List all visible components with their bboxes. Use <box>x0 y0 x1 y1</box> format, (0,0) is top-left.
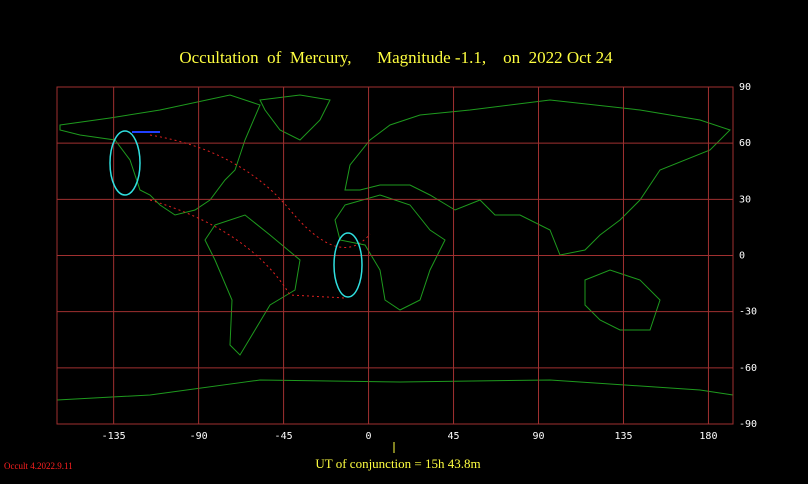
visibility-ellipse <box>333 232 363 298</box>
africa <box>334 194 446 311</box>
y-tick-label: 0 <box>739 251 745 262</box>
occultation-limit <box>149 199 346 299</box>
antarctica <box>56 379 734 401</box>
south-america <box>204 214 301 356</box>
x-tick-label: -90 <box>190 431 208 442</box>
x-tick-label: 135 <box>614 431 632 442</box>
greenland <box>259 94 331 141</box>
eurasia <box>344 99 731 256</box>
y-tick-label: -60 <box>739 363 757 374</box>
x-tick-label: 45 <box>448 431 460 442</box>
grid <box>56 86 734 425</box>
x-tick-label: 180 <box>699 431 717 442</box>
y-tick-label: 90 <box>739 82 751 93</box>
y-tick-label: -30 <box>739 307 757 318</box>
visibility-ellipse <box>109 130 141 196</box>
x-tick-label: 90 <box>532 431 544 442</box>
chart-title: Occultation of Mercury, Magnitude -1.1, … <box>179 48 613 67</box>
x-tick-label: -45 <box>275 431 293 442</box>
y-tick-label: -90 <box>739 419 757 430</box>
y-tick-label: 30 <box>739 194 751 205</box>
annotation: UT of conjunction = 15h 43.8m <box>315 456 480 471</box>
x-tick-label: -135 <box>102 431 126 442</box>
australia <box>584 269 661 331</box>
y-tick-label: 60 <box>739 138 751 149</box>
x-tick-label: 0 <box>366 431 372 442</box>
footer: Occult 4.2022.9.11 <box>4 461 73 471</box>
